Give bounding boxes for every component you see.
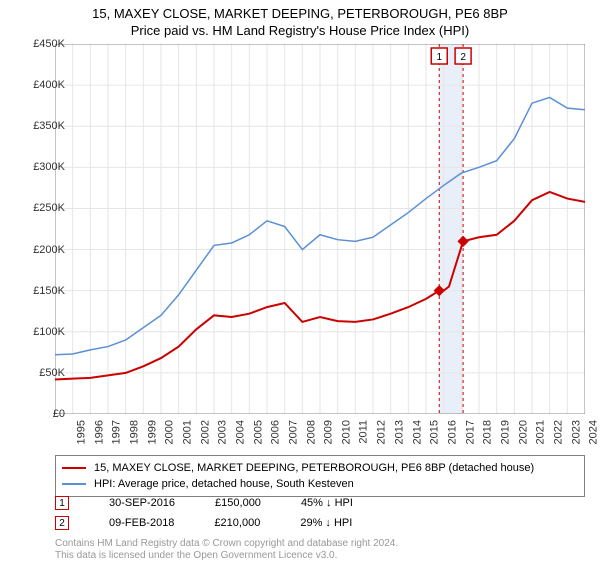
chart-page: 15, MAXEY CLOSE, MARKET DEEPING, PETERBO… — [0, 0, 600, 560]
x-tick-label: 2013 — [393, 420, 405, 444]
x-tick-label: 2020 — [517, 420, 529, 444]
chart-plot-area: 12 — [55, 44, 585, 414]
legend-swatch-property — [62, 467, 86, 469]
x-tick-label: 1997 — [111, 420, 123, 444]
x-tick-label: 2019 — [499, 420, 511, 444]
svg-text:1: 1 — [436, 52, 442, 63]
x-tick-label: 1998 — [128, 420, 140, 444]
y-tick-label: £300K — [15, 161, 65, 173]
legend: 15, MAXEY CLOSE, MARKET DEEPING, PETERBO… — [55, 455, 585, 497]
y-tick-label: £0 — [15, 408, 65, 420]
sale-delta-1: 45% ↓ HPI — [301, 497, 353, 509]
sale-row-1: 1 30-SEP-2016 £150,000 45% ↓ HPI — [55, 496, 585, 510]
y-tick-label: £200K — [15, 244, 65, 256]
title-line2: Price paid vs. HM Land Registry's House … — [0, 21, 600, 38]
x-tick-label: 2012 — [376, 420, 388, 444]
x-tick-label: 2010 — [340, 420, 352, 444]
y-tick-label: £250K — [15, 202, 65, 214]
y-tick-label: £50K — [15, 367, 65, 379]
x-tick-label: 2014 — [411, 420, 423, 444]
y-tick-label: £350K — [15, 120, 65, 132]
sale-marker-2: 2 — [55, 516, 69, 530]
legend-label-hpi: HPI: Average price, detached house, Sout… — [94, 478, 354, 490]
x-tick-label: 1995 — [75, 420, 87, 444]
footnote-line2: This data is licensed under the Open Gov… — [55, 550, 398, 562]
x-tick-label: 2016 — [446, 420, 458, 444]
legend-row-property: 15, MAXEY CLOSE, MARKET DEEPING, PETERBO… — [62, 460, 578, 476]
svg-text:2: 2 — [460, 52, 466, 63]
legend-swatch-hpi — [62, 483, 86, 485]
sale-marker-1: 1 — [55, 496, 69, 510]
sale-price-2: £210,000 — [214, 517, 260, 529]
x-tick-label: 2005 — [252, 420, 264, 444]
x-tick-label: 2008 — [305, 420, 317, 444]
x-tick-label: 2004 — [234, 420, 246, 444]
y-tick-label: £100K — [15, 326, 65, 338]
x-tick-label: 2001 — [181, 420, 193, 444]
x-tick-label: 1999 — [146, 420, 158, 444]
x-tick-label: 2002 — [199, 420, 211, 444]
y-tick-label: £400K — [15, 79, 65, 91]
x-tick-label: 2006 — [270, 420, 282, 444]
x-tick-label: 2023 — [570, 420, 582, 444]
x-tick-label: 2022 — [552, 420, 564, 444]
legend-label-property: 15, MAXEY CLOSE, MARKET DEEPING, PETERBO… — [94, 462, 534, 474]
sale-row-2: 2 09-FEB-2018 £210,000 29% ↓ HPI — [55, 516, 585, 530]
x-tick-label: 2021 — [535, 420, 547, 444]
chart-svg: 12 — [55, 44, 585, 414]
x-tick-label: 2024 — [588, 420, 600, 444]
x-tick-label: 2009 — [323, 420, 335, 444]
legend-row-hpi: HPI: Average price, detached house, Sout… — [62, 476, 578, 492]
x-tick-label: 1996 — [93, 420, 105, 444]
x-tick-label: 2011 — [357, 420, 369, 444]
x-tick-label: 2015 — [429, 420, 441, 444]
y-tick-label: £450K — [15, 38, 65, 50]
x-tick-label: 2017 — [464, 420, 476, 444]
sale-date-1: 30-SEP-2016 — [109, 497, 175, 509]
footnote: Contains HM Land Registry data © Crown c… — [55, 538, 398, 562]
x-tick-label: 2003 — [217, 420, 229, 444]
y-tick-label: £150K — [15, 285, 65, 297]
sale-delta-2: 29% ↓ HPI — [300, 517, 352, 529]
x-tick-label: 2000 — [164, 420, 176, 444]
sale-price-1: £150,000 — [215, 497, 261, 509]
sale-date-2: 09-FEB-2018 — [109, 517, 174, 529]
footnote-line1: Contains HM Land Registry data © Crown c… — [55, 538, 398, 550]
x-tick-label: 2018 — [482, 420, 494, 444]
title-line1: 15, MAXEY CLOSE, MARKET DEEPING, PETERBO… — [0, 0, 600, 21]
x-tick-label: 2007 — [287, 420, 299, 444]
